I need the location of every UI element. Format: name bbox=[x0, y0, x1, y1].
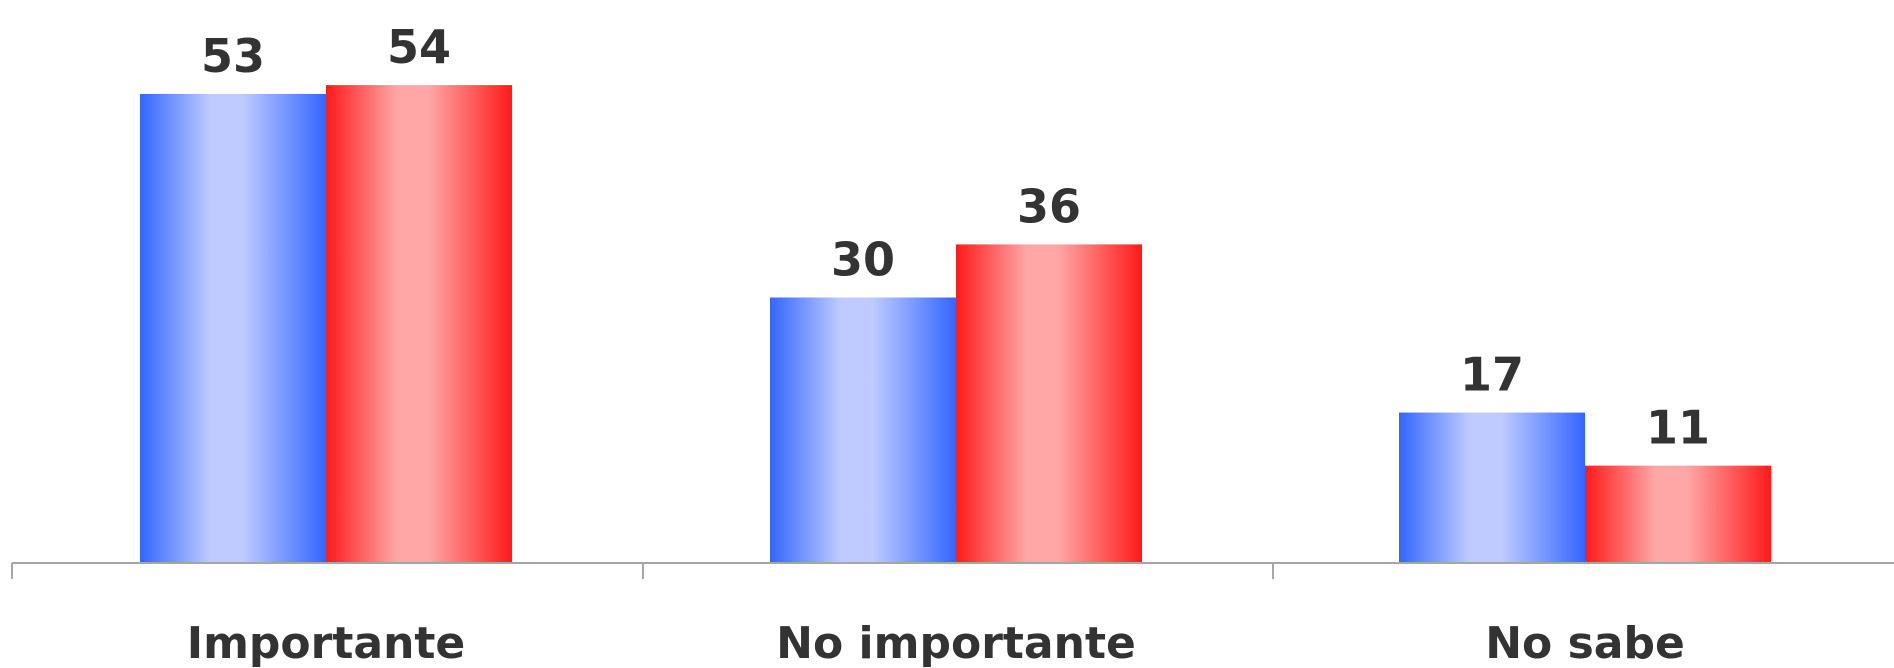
category-label: No sabe bbox=[1485, 618, 1685, 668]
category-label: No importante bbox=[776, 618, 1136, 668]
data-label: 30 bbox=[831, 233, 895, 287]
data-label: 53 bbox=[201, 29, 265, 83]
bar-no-importante-series-1 bbox=[770, 297, 956, 563]
bar-no-importante-series-2 bbox=[956, 244, 1142, 563]
data-label: 54 bbox=[387, 20, 451, 74]
value-labels-group: 53 54 30 36 17 11 bbox=[201, 20, 1710, 455]
data-label: 17 bbox=[1460, 348, 1524, 402]
bar-importante-series-2 bbox=[326, 85, 512, 563]
x-axis bbox=[11, 562, 1894, 579]
category-labels-group: Importante No importante No sabe bbox=[187, 618, 1685, 668]
data-label: 11 bbox=[1646, 401, 1710, 455]
category-label: Importante bbox=[187, 618, 466, 668]
bars-group bbox=[140, 85, 1771, 563]
bar-no-sabe-series-2 bbox=[1585, 465, 1771, 563]
bar-importante-series-1 bbox=[140, 93, 326, 563]
data-label: 36 bbox=[1017, 179, 1081, 233]
bar-no-sabe-series-1 bbox=[1399, 412, 1585, 563]
